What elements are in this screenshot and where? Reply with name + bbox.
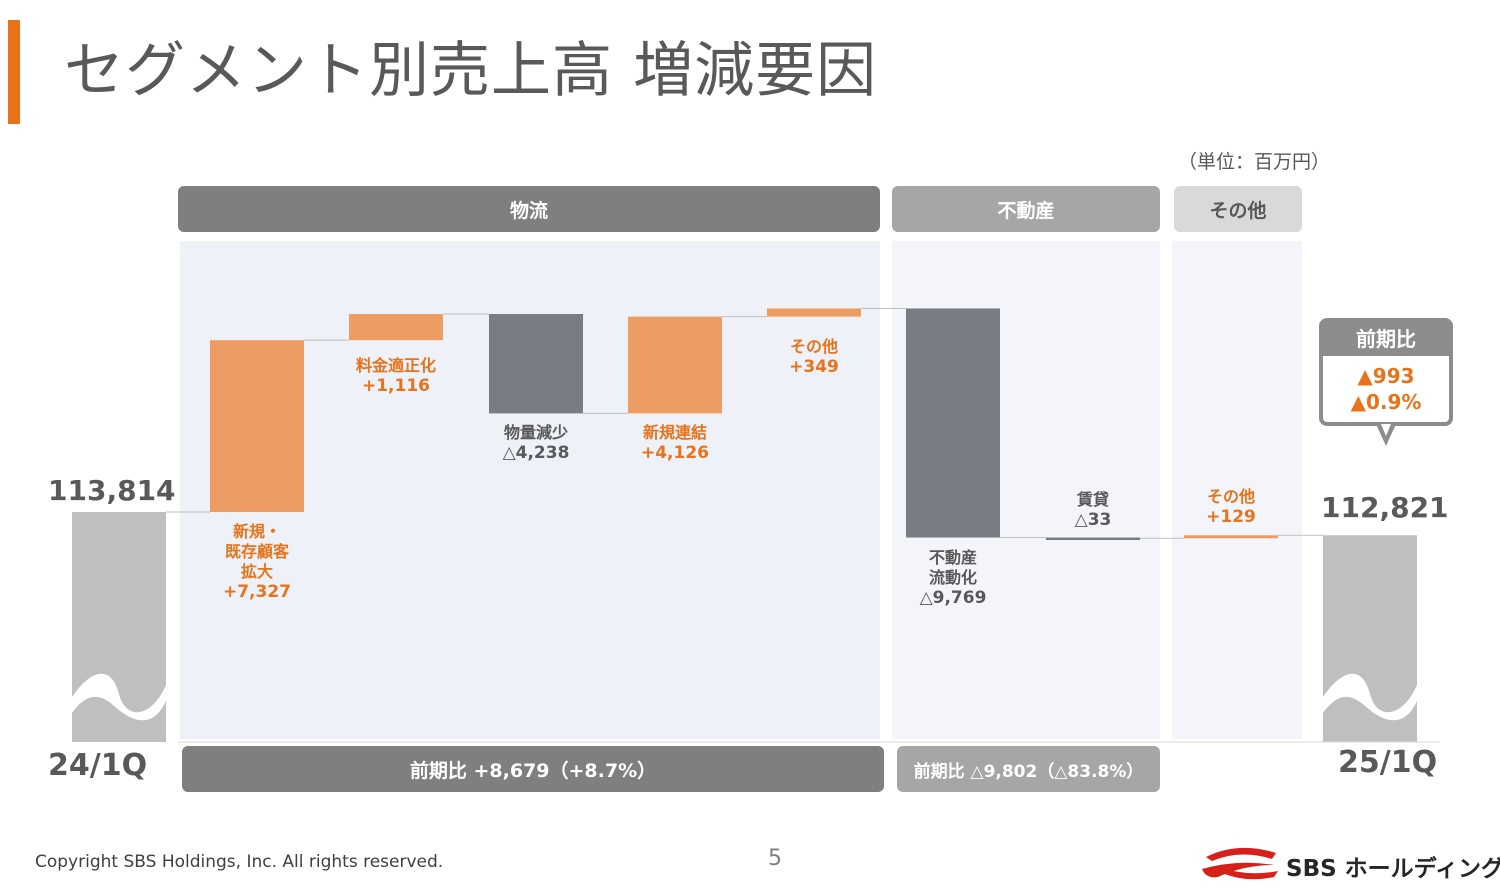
step-label-1-name: 既存顧客 [224, 542, 289, 561]
step-label-5-value: +349 [789, 356, 839, 377]
step-label-5-name: その他 [789, 336, 839, 356]
step-label-8-value: +129 [1206, 507, 1256, 528]
waterfall-bar-5 [767, 308, 861, 317]
step-label-1-name: 新規・ [232, 522, 281, 541]
segment-header-other: その他 [1174, 186, 1302, 232]
step-label-1-name: 拡大 [240, 562, 273, 581]
step-label-4: 新規連結 +4,126 [641, 423, 709, 463]
start-bar-break-icon [70, 673, 168, 721]
step-label-6-name: 不動産 [928, 547, 978, 567]
step-label-6: 不動産 流動化 △9,769 [920, 548, 987, 608]
step-label-8: その他 +129 [1206, 487, 1256, 527]
step-label-1: 新規・ 既存顧客 拡大 +7,327 [223, 522, 291, 602]
waterfall-bar-2 [349, 314, 443, 341]
step-label-5: その他 +349 [789, 337, 839, 377]
end-bar-break-icon [1321, 673, 1419, 721]
waterfall-bar-1 [210, 340, 304, 512]
callout-value-amount: ▲993 [1357, 364, 1415, 388]
step-label-8-name: その他 [1206, 487, 1256, 507]
segment-header-logistics: 物流 [178, 186, 880, 232]
step-label-3-value: △4,238 [502, 443, 570, 464]
footer-realestate-change: 前期比 △9,802（△83.8%） [897, 746, 1160, 792]
step-label-2: 料金適正化 +1,116 [356, 356, 436, 396]
logo-text: SBS ホールディングス [1286, 856, 1500, 882]
waterfall-bar-6 [906, 308, 1000, 538]
sbs-logo-icon [1202, 847, 1278, 880]
step-label-7-name: 賃貸 [1076, 489, 1110, 509]
step-label-3-name: 物量減少 [503, 423, 569, 443]
callout-body: ▲993 ▲0.9% [1319, 356, 1453, 426]
callout-value-percent: ▲0.9% [1350, 390, 1422, 414]
step-label-1-value: +7,327 [222, 582, 292, 602]
callout-pointer-icon [1376, 424, 1396, 446]
waterfall-bar-4 [628, 316, 722, 414]
page-number: 5 [768, 846, 782, 871]
step-label-2-name: 料金適正化 [355, 356, 437, 376]
waterfall-bar-7 [1046, 537, 1140, 541]
waterfall-bar-3 [489, 314, 583, 414]
step-label-7-value: △33 [1074, 509, 1112, 530]
company-logo: SBS ホールディングス [1198, 843, 1500, 883]
start-period-label: 24/1Q [48, 748, 148, 783]
page-title: セグメント別売上高 増減要因 [64, 36, 878, 106]
step-label-6-name: 流動化 [928, 567, 978, 587]
end-period-label: 25/1Q [1338, 745, 1438, 780]
waterfall-bar-8 [1184, 535, 1278, 539]
yoy-callout: 前期比 ▲993 ▲0.9% [1319, 318, 1453, 426]
step-label-4-value: +4,126 [640, 443, 710, 464]
step-label-6-value: △9,769 [919, 587, 987, 608]
callout-title: 前期比 [1319, 318, 1453, 356]
title-accent-bar [8, 20, 20, 124]
segment-panel-other [1172, 241, 1302, 739]
segment-header-realestate: 不動産 [892, 186, 1160, 232]
start-value-label: 113,814 [48, 474, 176, 507]
unit-label: （単位：百万円） [1178, 151, 1331, 173]
step-label-3: 物量減少 △4,238 [503, 423, 570, 463]
end-value-label: 112,821 [1321, 491, 1449, 524]
step-label-4-name: 新規連結 [642, 423, 707, 443]
copyright: Copyright SBS Holdings, Inc. All rights … [35, 852, 444, 872]
step-label-2-value: +1,116 [361, 376, 431, 397]
footer-logistics-change: 前期比 +8,679（+8.7%） [182, 746, 884, 792]
step-label-7: 賃貸 △33 [1075, 490, 1112, 530]
